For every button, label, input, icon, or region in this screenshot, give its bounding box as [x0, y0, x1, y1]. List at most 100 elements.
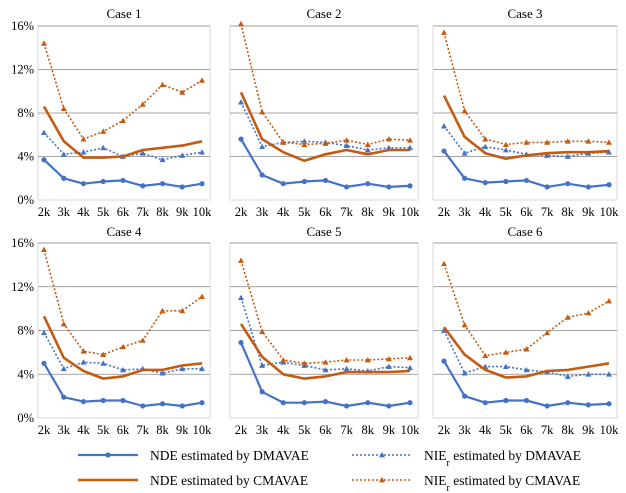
x-tick-label: 8k — [362, 423, 375, 437]
data-point — [343, 142, 350, 149]
panel-title: Case 1 — [106, 6, 141, 21]
x-tick-label: 9k — [176, 423, 189, 437]
x-tick-label: 10k — [600, 423, 620, 437]
data-point — [238, 99, 244, 105]
data-point — [80, 348, 87, 354]
series-line-3 — [442, 326, 610, 379]
data-point — [259, 143, 266, 150]
data-point — [80, 181, 87, 187]
data-point — [544, 139, 551, 145]
data-point — [41, 329, 47, 336]
data-point — [80, 359, 87, 365]
data-point — [502, 363, 509, 369]
data-point — [159, 181, 166, 187]
data-point — [322, 359, 329, 365]
data-point — [259, 389, 265, 395]
x-tick-label: 5k — [298, 423, 311, 437]
data-point — [179, 89, 186, 95]
series-line-3 — [442, 95, 610, 160]
data-point — [407, 364, 413, 371]
data-point — [301, 141, 308, 147]
x-tick-label: 4k — [77, 205, 90, 219]
data-point — [441, 148, 447, 154]
data-point — [120, 177, 126, 184]
x-tick-label: 3k — [58, 423, 71, 437]
data-point — [343, 357, 350, 363]
data-point — [238, 20, 244, 27]
data-point — [482, 143, 489, 150]
data-point — [585, 402, 591, 408]
x-tick-label: 3k — [256, 423, 269, 437]
data-point — [564, 314, 571, 320]
legend-marker — [379, 452, 385, 458]
series-line-4 — [240, 23, 411, 146]
x-tick-label: 3k — [458, 423, 471, 437]
data-point — [344, 184, 350, 190]
data-point — [585, 138, 592, 144]
x-tick-label: 8k — [362, 205, 375, 219]
x-tick-label: 4k — [479, 205, 492, 219]
data-point — [61, 175, 67, 181]
data-point — [502, 349, 509, 355]
x-tick-label: 6k — [520, 205, 533, 219]
x-tick-label: 3k — [458, 205, 471, 219]
y-tick-label: 12% — [11, 63, 34, 77]
data-point — [139, 101, 146, 107]
data-point — [407, 137, 413, 143]
data-point — [139, 150, 146, 156]
data-point — [100, 360, 107, 366]
y-tick-label: 4% — [17, 150, 34, 164]
y-tick-label: 8% — [17, 106, 34, 120]
data-point — [100, 128, 107, 134]
x-tick-label: 4k — [479, 423, 492, 437]
panel-title: Case 3 — [507, 6, 542, 21]
data-point — [606, 371, 612, 377]
series-line-3 — [239, 323, 411, 380]
legend-marker — [379, 477, 385, 483]
data-point — [523, 366, 530, 373]
data-point — [159, 156, 166, 163]
data-point — [322, 366, 329, 373]
data-point — [407, 354, 413, 361]
panel-title: Case 5 — [306, 224, 341, 239]
panel-3: 2k 3k 4k 5k 6k 7k 8k 9k 10k Case 3 — [432, 6, 619, 219]
data-point — [179, 152, 186, 158]
y-tick-label: 16% — [11, 19, 34, 33]
data-point — [606, 401, 612, 407]
x-tick-label: 9k — [176, 205, 189, 219]
x-tick-label: 5k — [298, 205, 311, 219]
data-point — [482, 400, 488, 406]
x-tick-label: 2k — [235, 423, 248, 437]
x-tick-label: 10k — [193, 205, 213, 219]
data-point — [159, 370, 166, 376]
panel-title: Case 4 — [106, 224, 142, 239]
series-line-4 — [43, 249, 203, 356]
data-point — [441, 123, 447, 129]
data-point — [482, 180, 488, 186]
data-point — [60, 320, 67, 327]
series-line-4 — [240, 260, 411, 365]
data-point — [238, 339, 244, 346]
panel-title: Case 2 — [306, 6, 341, 21]
legend-label: NIEr estimated by CMAVAE — [424, 473, 580, 493]
data-point — [41, 129, 47, 135]
data-point — [80, 149, 87, 155]
x-tick-label: 8k — [156, 423, 169, 437]
legend: NDE estimated by DMAVAE NIEr estimated by… — [78, 448, 581, 493]
data-point — [140, 403, 146, 409]
data-point — [364, 357, 371, 363]
x-tick-label: 7k — [340, 423, 353, 437]
data-point — [322, 398, 329, 405]
data-point — [199, 181, 205, 187]
data-point — [259, 362, 266, 368]
data-point — [301, 178, 307, 185]
data-point — [503, 397, 509, 404]
data-point — [565, 181, 571, 187]
data-point — [462, 175, 468, 181]
x-tick-label: 2k — [438, 423, 451, 437]
data-point — [441, 327, 447, 333]
panel-title: Case 6 — [507, 224, 543, 239]
x-tick-label: 9k — [383, 423, 396, 437]
y-tick-label: 0% — [17, 193, 34, 207]
